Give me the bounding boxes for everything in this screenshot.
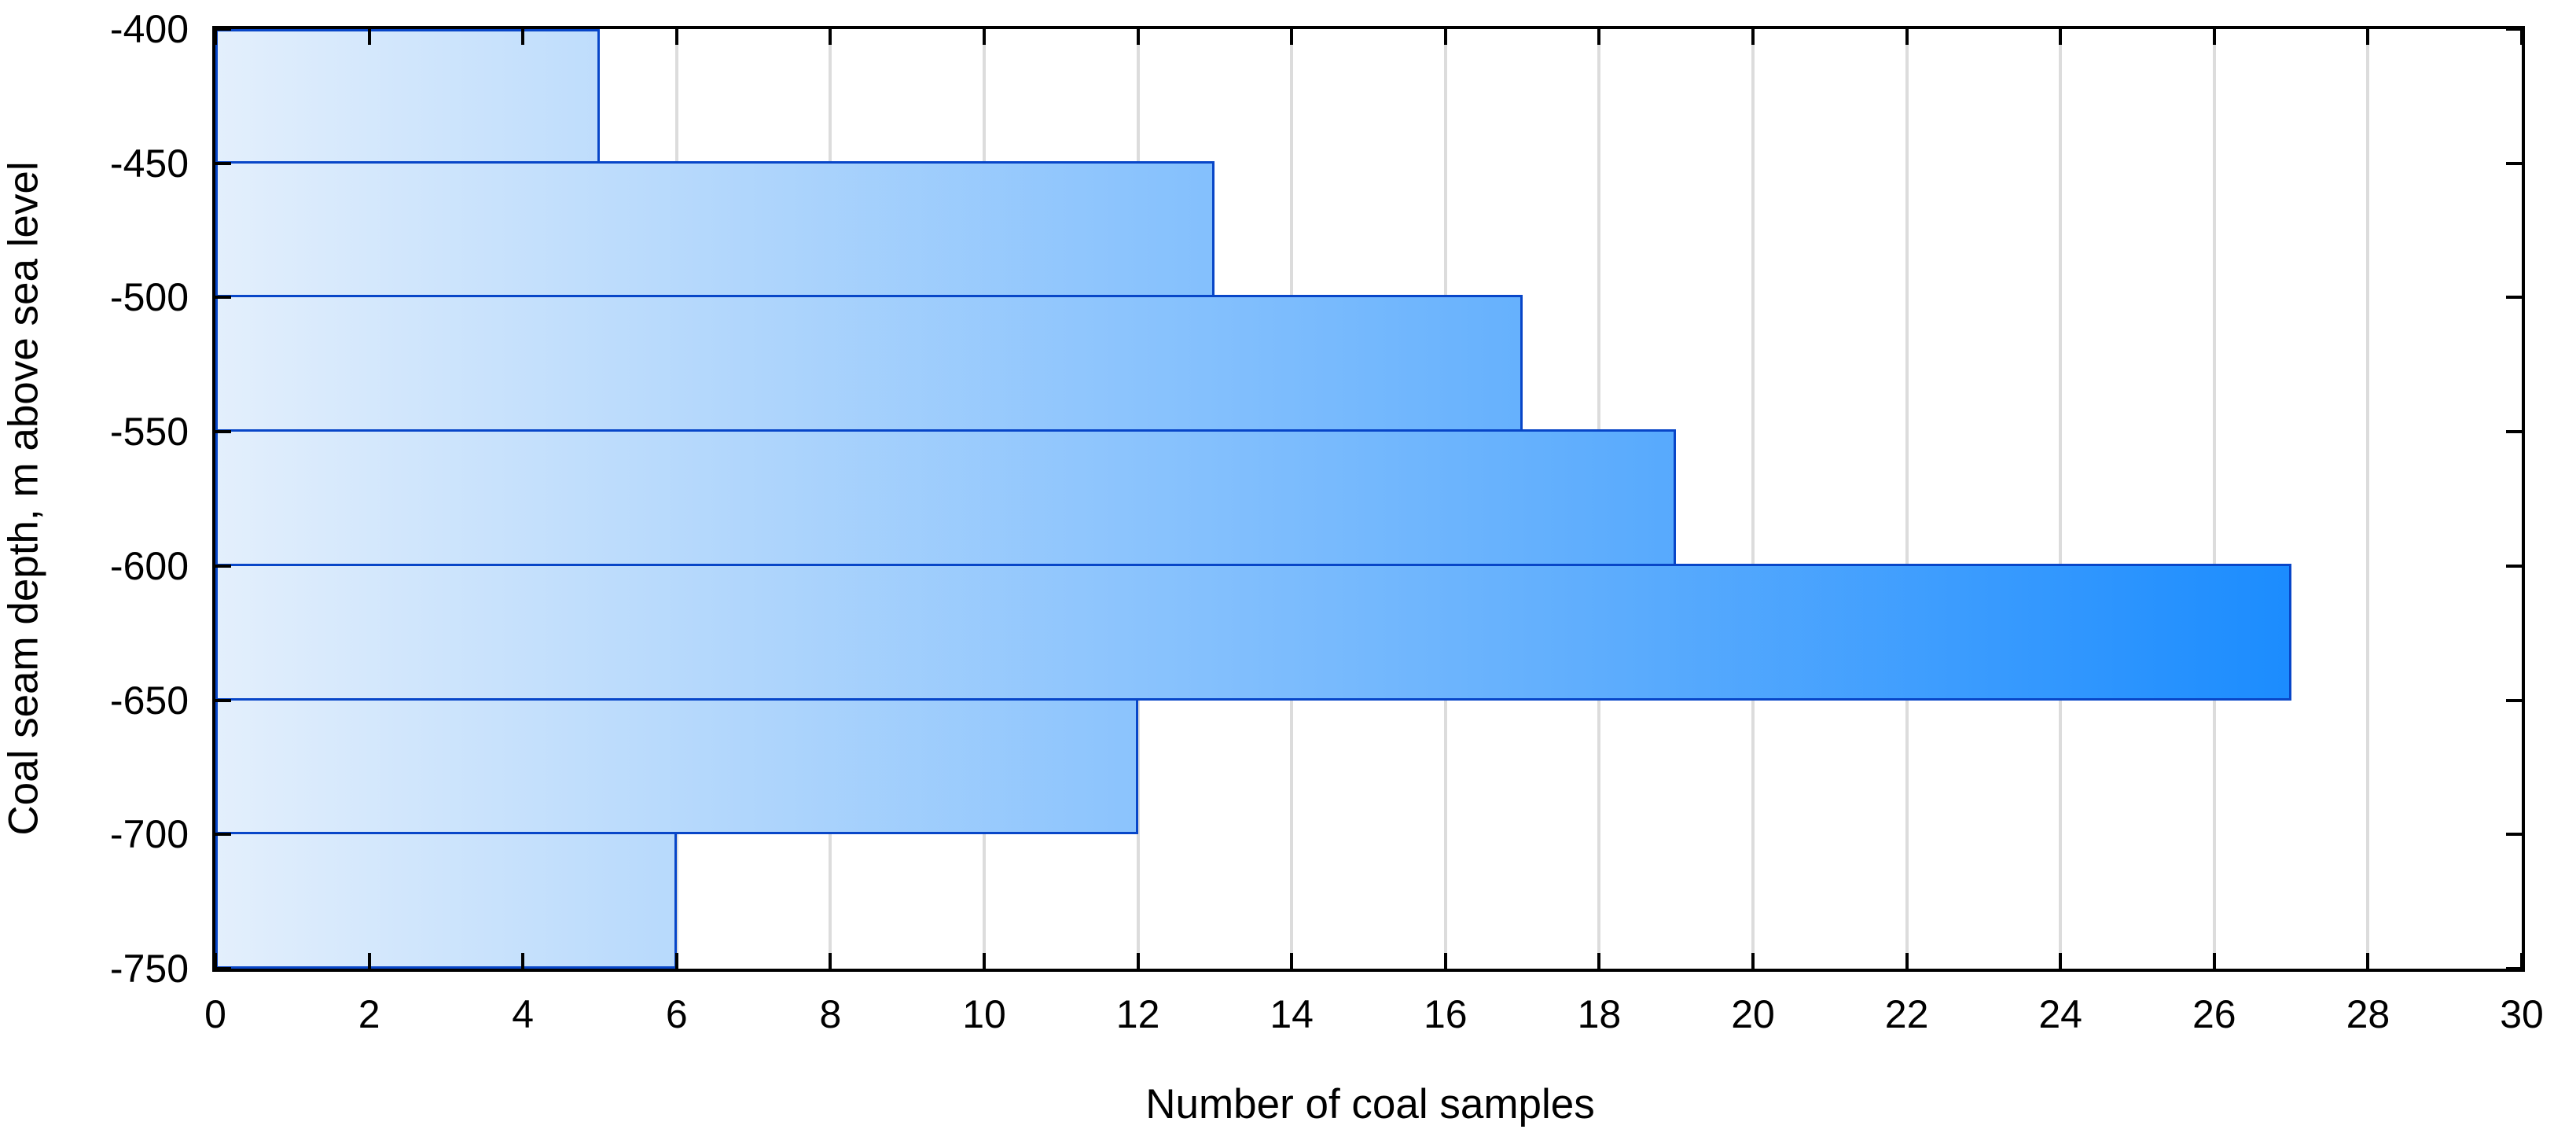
y-axis-tick-right (2506, 967, 2522, 969)
y-tick-label--750: -750 (109, 947, 189, 991)
x-axis-tick-bottom (1905, 953, 1909, 969)
x-axis-tick-bottom (367, 953, 371, 969)
y-axis-tick-left (215, 967, 231, 969)
y-tick-label--400: -400 (109, 7, 189, 51)
x-axis-tick-bottom (1597, 953, 1601, 969)
x-axis-tick-bottom (1751, 953, 1755, 969)
x-axis-tick-top (1597, 29, 1601, 45)
plot-area (212, 26, 2525, 972)
bar-depth--650-to--700 (215, 697, 1138, 835)
y-axis-tick-left (215, 698, 231, 702)
x-tick-label-10: 10 (962, 992, 1006, 1036)
x-axis-tick-bottom (829, 953, 832, 969)
x-axis-tick-bottom (1443, 953, 1447, 969)
x-axis-tick-top (1136, 29, 1140, 45)
x-axis-tick-top (1905, 29, 1909, 45)
bar-depth--450-to--500 (215, 160, 1215, 298)
y-tick-label--650: -650 (109, 678, 189, 723)
bar-depth--600-to--650 (215, 563, 2291, 701)
y-axis-tick-right (2506, 296, 2522, 300)
vertical-gridline (2212, 29, 2216, 969)
vertical-gridline (1751, 29, 1755, 969)
x-axis-tick-bottom (2366, 953, 2370, 969)
y-axis-tick-right (2506, 564, 2522, 568)
x-tick-label-18: 18 (1577, 992, 1622, 1036)
x-axis-tick-top (2520, 29, 2522, 45)
x-tick-label-22: 22 (1884, 992, 1929, 1036)
x-axis-tick-top (1443, 29, 1447, 45)
y-axis-tick-left (215, 296, 231, 300)
y-axis-tick-left (215, 430, 231, 434)
x-axis-tick-bottom (1290, 953, 1294, 969)
x-tick-label-28: 28 (2346, 992, 2390, 1036)
x-tick-label-8: 8 (819, 992, 842, 1036)
bar-depth--500-to--550 (215, 295, 1523, 432)
x-axis-tick-bottom (2520, 953, 2522, 969)
y-axis-tick-left (215, 29, 231, 31)
y-axis-tick-right (2506, 698, 2522, 702)
y-axis-tick-right (2506, 161, 2522, 165)
vertical-gridline (2366, 29, 2370, 969)
vertical-gridline (2059, 29, 2063, 969)
y-tick-label--500: -500 (109, 275, 189, 320)
y-axis-tick-right (2506, 29, 2522, 31)
x-axis-tick-top (215, 29, 217, 45)
y-axis-tick-right (2506, 833, 2522, 837)
bar-depth--700-to--750 (215, 832, 677, 969)
x-axis-tick-top (367, 29, 371, 45)
y-tick-label--450: -450 (109, 141, 189, 186)
plot-inner (215, 29, 2522, 969)
x-tick-label-0: 0 (204, 992, 226, 1036)
x-axis-tick-top (2366, 29, 2370, 45)
x-tick-label-20: 20 (1731, 992, 1775, 1036)
x-tick-label-2: 2 (358, 992, 380, 1036)
x-axis-tick-top (2212, 29, 2216, 45)
x-tick-label-16: 16 (1423, 992, 1468, 1036)
x-axis-tick-bottom (2059, 953, 2063, 969)
x-tick-label-26: 26 (2192, 992, 2236, 1036)
x-axis-tick-top (829, 29, 832, 45)
x-axis-tick-bottom (983, 953, 986, 969)
x-axis-tick-top (2059, 29, 2063, 45)
x-axis-tick-bottom (2212, 953, 2216, 969)
x-axis-tick-top (521, 29, 525, 45)
x-axis-tick-top (983, 29, 986, 45)
x-axis-tick-bottom (674, 953, 678, 969)
y-axis-tick-right (2506, 430, 2522, 434)
x-axis-title: Number of coal samples (1145, 1081, 1595, 1127)
x-axis-tick-bottom (1136, 953, 1140, 969)
x-tick-label-12: 12 (1115, 992, 1160, 1036)
y-axis-title: Coal seam depth, m above sea level (0, 161, 47, 836)
y-axis-tick-left (215, 564, 231, 568)
x-tick-label-24: 24 (2038, 992, 2082, 1036)
x-axis-tick-bottom (215, 953, 217, 969)
x-tick-label-14: 14 (1270, 992, 1314, 1036)
x-tick-label-6: 6 (665, 992, 688, 1036)
y-axis-tick-left (215, 161, 231, 165)
x-tick-label-4: 4 (512, 992, 535, 1036)
x-axis-tick-top (674, 29, 678, 45)
y-tick-label--700: -700 (109, 812, 189, 857)
x-axis-tick-bottom (521, 953, 525, 969)
x-axis-tick-top (1751, 29, 1755, 45)
bar-depth--400-to--450 (215, 29, 600, 164)
y-tick-label--600: -600 (109, 543, 189, 588)
bar-depth--550-to--600 (215, 429, 1677, 566)
x-axis-tick-top (1290, 29, 1294, 45)
y-axis-tick-left (215, 833, 231, 837)
vertical-gridline (1905, 29, 1909, 969)
x-tick-label-30: 30 (2500, 992, 2544, 1036)
y-tick-label--550: -550 (109, 410, 189, 454)
